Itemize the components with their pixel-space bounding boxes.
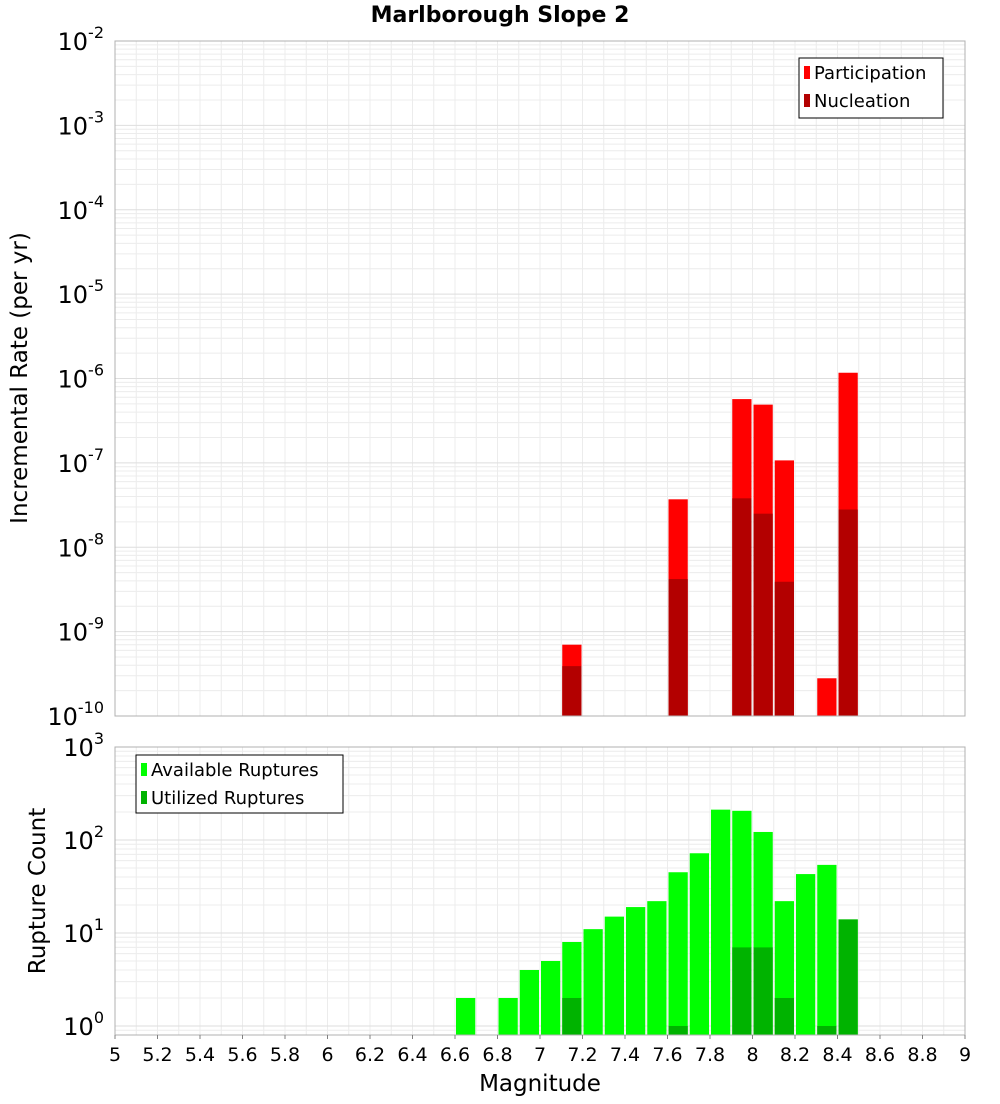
x-tick-label: 5.2 — [142, 1044, 172, 1066]
count-bar-a — [456, 997, 476, 1035]
count-legend-box — [135, 754, 344, 814]
count-bars — [456, 809, 858, 1035]
count-bar-a — [541, 960, 561, 1035]
rate-bar-b — [753, 513, 773, 716]
count-bar-a — [796, 874, 816, 1035]
x-tick-label: 6.6 — [440, 1044, 470, 1066]
rate-legend: Participation Nucleation — [798, 57, 944, 119]
rate-grid — [114, 40, 966, 717]
x-tick-label: 6.8 — [482, 1044, 512, 1066]
rate-bars — [562, 372, 858, 716]
rate-y-tick-label: 10-3 — [58, 107, 105, 140]
x-tick-label: 7.6 — [652, 1044, 682, 1066]
rate-y-tick-label: 10-8 — [58, 529, 105, 562]
rate-bar-b — [668, 579, 688, 716]
count-bar-b — [732, 947, 752, 1035]
rate-bar-b — [732, 498, 752, 716]
x-tick-label: 7.4 — [610, 1044, 640, 1066]
rate-bar-b — [562, 666, 582, 716]
rate-bar-b — [838, 509, 858, 716]
x-tick-label: 8 — [746, 1044, 758, 1066]
count-bar-a — [689, 853, 709, 1035]
count-bar-a — [604, 916, 624, 1035]
x-tick-label: 8.8 — [907, 1044, 937, 1066]
count-y-tick-label: 103 — [63, 729, 104, 762]
count-legend: Available Ruptures Utilized Ruptures — [135, 754, 344, 814]
count-y-tick-label: 100 — [63, 1008, 104, 1041]
count-bar-a — [817, 864, 837, 1035]
count-bar-a — [711, 809, 731, 1035]
rate-plot-frame — [114, 40, 966, 717]
count-legend-label: Utilized Ruptures — [151, 788, 304, 809]
x-axis-label: Magnitude — [479, 1071, 601, 1097]
count-bar-a — [668, 872, 688, 1035]
count-legend-swatch — [141, 791, 147, 804]
rate-y-tick-labels: 10-10 10-9 10-8 10-7 10-6 10-5 10-4 10-3 10-2 — [47, 23, 104, 731]
x-tick-label: 8.4 — [822, 1044, 852, 1066]
x-tick-label: 5.8 — [270, 1044, 300, 1066]
count-bar-a — [498, 997, 518, 1035]
count-bar-a — [626, 907, 646, 1035]
count-y-tick-label: 101 — [63, 915, 104, 948]
rate-bar-a — [817, 678, 837, 716]
chart-title: Marlborough Slope 2 — [371, 3, 630, 28]
x-tick-label: 8.2 — [780, 1044, 810, 1066]
x-tick-label: 8.6 — [865, 1044, 895, 1066]
rate-y-tick-label: 10-6 — [58, 361, 105, 394]
count-bar-a — [647, 901, 667, 1035]
count-bar-b — [774, 997, 794, 1035]
count-bar-b — [838, 919, 858, 1035]
count-y-tick-labels: 100 101 102 103 — [63, 729, 104, 1041]
x-tick-labels: 5 5.2 5.4 5.6 5.8 6 6.2 6.4 6.6 6.8 7 7.2 7.4 7.6 7.8 8… — [109, 1035, 971, 1066]
count-legend-swatch — [141, 763, 147, 776]
x-tick-label: 6 — [321, 1044, 333, 1066]
x-tick-label: 5.6 — [227, 1044, 257, 1066]
count-bar-a — [519, 969, 539, 1035]
x-tick-label: 6.4 — [397, 1044, 427, 1066]
rate-legend-swatch — [804, 66, 810, 79]
rate-y-tick-label: 10-7 — [58, 445, 105, 478]
count-bar-a — [583, 929, 603, 1035]
count-bar-b — [817, 1025, 837, 1035]
count-y-axis-label: Rupture Count — [25, 808, 51, 974]
count-bar-b — [562, 997, 582, 1035]
count-y-tick-label: 102 — [63, 822, 104, 855]
x-tick-label: 9 — [959, 1044, 971, 1066]
rate-bar-b — [774, 581, 794, 716]
rate-legend-swatch — [804, 94, 810, 107]
rate-y-tick-label: 10-10 — [47, 698, 104, 731]
x-tick-label: 5.4 — [185, 1044, 215, 1066]
count-bar-b — [668, 1025, 688, 1035]
rate-y-tick-label: 10-9 — [58, 614, 105, 647]
rate-y-tick-label: 10-5 — [58, 276, 105, 309]
x-tick-label: 7 — [534, 1044, 546, 1066]
x-tick-label: 7.8 — [695, 1044, 725, 1066]
x-tick-label: 7.2 — [567, 1044, 597, 1066]
rate-y-tick-label: 10-4 — [58, 192, 105, 225]
rate-legend-label: Participation — [814, 63, 926, 84]
rate-legend-label: Nucleation — [814, 91, 910, 112]
count-legend-label: Available Ruptures — [151, 760, 319, 781]
rate-y-tick-label: 10-2 — [58, 23, 105, 56]
x-tick-label: 6.2 — [355, 1044, 385, 1066]
x-tick-label: 5 — [109, 1044, 121, 1066]
rate-y-axis-label: Incremental Rate (per yr) — [7, 232, 33, 524]
count-bar-b — [753, 947, 773, 1035]
rate-legend-box — [798, 57, 944, 119]
